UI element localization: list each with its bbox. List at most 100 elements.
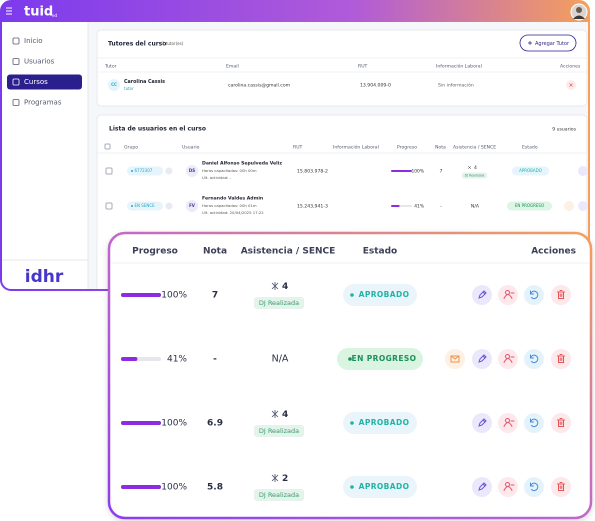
status-label: APROBADO (359, 482, 410, 491)
mail-button[interactable] (564, 201, 574, 211)
button-bg (551, 413, 571, 433)
tutors-card (96, 29, 588, 107)
nav-icon (12, 78, 20, 86)
grade: 6.9 (207, 419, 223, 429)
tutors-count: 1 tutor(es) (162, 41, 184, 46)
button-bg (472, 285, 492, 305)
button-bg (551, 349, 571, 369)
column-header: RUT (293, 145, 303, 151)
del-button[interactable] (551, 413, 571, 433)
del-icon (557, 290, 565, 299)
nav-item[interactable]: Usuarios (12, 58, 55, 66)
undo-button[interactable] (524, 413, 544, 433)
undo-button[interactable] (524, 477, 544, 497)
zoom-column-header: Nota (203, 247, 227, 257)
progress-bar (121, 293, 161, 297)
avatar-head (576, 7, 582, 13)
status-pill (507, 201, 552, 211)
dj-label: DJ Realizada (259, 427, 299, 435)
status-pill (343, 412, 417, 434)
group-edit[interactable] (165, 202, 173, 210)
zoom-column-header: Acciones (531, 247, 576, 257)
progress-bar (121, 485, 161, 489)
column-header: Usuario (182, 145, 200, 151)
edit-button[interactable] (578, 201, 588, 211)
edit-icon (478, 290, 487, 299)
attendance: 2 (282, 474, 288, 484)
nav-label: Cursos (24, 78, 48, 86)
edit-button[interactable] (578, 166, 588, 176)
checkbox[interactable] (105, 167, 113, 175)
user-avatar (186, 200, 198, 212)
user-rut: 15.243,941-3 (297, 204, 328, 210)
user-button[interactable] (498, 413, 518, 433)
logo: tuid (24, 5, 53, 20)
profile-avatar[interactable] (570, 3, 588, 21)
user-last-activity: Últ. actividad: 20/04/2025 17:22 (202, 210, 264, 215)
edit-button[interactable] (472, 413, 492, 433)
nav-icon (12, 58, 20, 65)
tutor-name: Carolina Cassis (124, 79, 165, 85)
mail-button[interactable] (445, 349, 465, 369)
edit-button[interactable] (472, 349, 492, 369)
user-button[interactable] (498, 285, 518, 305)
nav-item[interactable]: Cursos (7, 74, 82, 90)
button-bg (524, 477, 544, 497)
attendance: 4 (282, 410, 288, 420)
users-title: Lista de usuarios en el curso (109, 126, 206, 133)
nav-item[interactable]: Programas (12, 99, 62, 107)
group-pill (127, 201, 163, 211)
add-tutor-button[interactable]: Agregar Tutor (519, 34, 577, 52)
status-label: APROBADO (519, 168, 542, 173)
progress-bar (391, 205, 400, 207)
sence-icon (271, 282, 279, 290)
del-button[interactable] (551, 349, 571, 369)
undo-icon (530, 354, 539, 364)
dj-label: DJ Realizada (259, 491, 299, 499)
button-bg (551, 477, 571, 497)
zoom-bg (107, 231, 593, 520)
undo-button[interactable] (524, 349, 544, 369)
column-header: RUT (358, 64, 368, 70)
delete-tutor-button[interactable] (566, 80, 576, 90)
user-name: Daniel Alfonso Sepulveda Veliz (202, 161, 282, 167)
zoom-panel: Progreso Nota Asistencia / SENCE Estado Acci… (107, 231, 593, 520)
user-rut: 15.803.978-2 (297, 169, 328, 175)
nav-item[interactable]: Inicio (12, 37, 43, 45)
button-bg (524, 413, 544, 433)
status-pill (343, 284, 417, 306)
column-header: Información Laboral (333, 144, 379, 151)
group-label: EN SENCE (135, 203, 156, 208)
edit-button[interactable] (472, 477, 492, 497)
user-button[interactable] (498, 477, 518, 497)
status-label: APROBADO (359, 290, 410, 299)
del-button[interactable] (551, 477, 571, 497)
checkbox[interactable] (105, 202, 113, 210)
nav-icon (12, 37, 20, 45)
footer-logo: idhr (25, 267, 64, 287)
status-label: APROBADO (359, 418, 410, 427)
grade: 7 (440, 169, 443, 175)
avatar-body (573, 15, 585, 19)
user-button[interactable] (498, 349, 518, 369)
grade: 7 (212, 291, 218, 301)
menu-icon (6, 7, 12, 15)
edit-button[interactable] (472, 285, 492, 305)
del-button[interactable] (551, 285, 571, 305)
dj-pill (254, 425, 304, 437)
edit-icon (478, 418, 487, 427)
status-label: EN PROGRESO (352, 354, 417, 363)
attendance: 4 (474, 165, 477, 171)
undo-button[interactable] (524, 285, 544, 305)
column-header: Información Laboral (436, 63, 482, 70)
nav-label: Programas (24, 99, 62, 107)
grade: - (213, 355, 217, 365)
undo-icon (530, 482, 539, 492)
column-header: Email (226, 64, 239, 70)
checkbox[interactable] (104, 143, 111, 150)
tutor-info: Sin información (438, 82, 474, 89)
user-initials: FV (189, 203, 196, 208)
group-edit[interactable] (165, 167, 173, 175)
users-count: 9 usuarios (552, 127, 576, 133)
